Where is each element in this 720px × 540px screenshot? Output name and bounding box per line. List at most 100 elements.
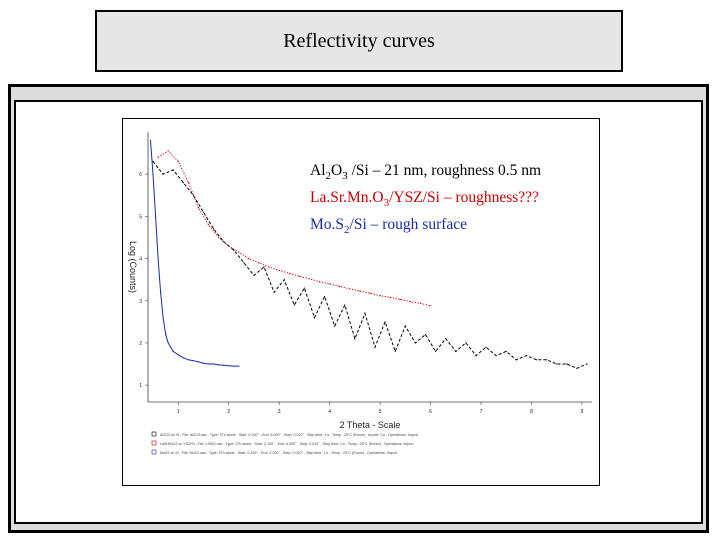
series-0-point xyxy=(384,321,386,323)
series-line-1 xyxy=(157,150,431,307)
series-1-point xyxy=(409,301,411,303)
series-0-point xyxy=(505,350,507,352)
series-2-point xyxy=(162,317,164,319)
legend-subscript: 3 xyxy=(383,197,390,210)
series-0-point xyxy=(455,350,457,352)
x-tick-label: 7 xyxy=(480,409,483,415)
slide-title-box: Reflectivity curves xyxy=(95,10,623,72)
series-0-point xyxy=(546,359,548,361)
footnote-marker xyxy=(151,431,157,437)
footnote-text: Al2O3 on Si - File: Al2O3.raw - Type: 2T… xyxy=(160,433,418,437)
series-2-point xyxy=(233,365,235,367)
series-0-point xyxy=(535,359,538,361)
series-1-point xyxy=(399,298,401,301)
series-0-point xyxy=(213,228,215,230)
series-0-point xyxy=(495,355,497,357)
series-0-point xyxy=(263,266,265,268)
legend-entry-al2o3: Al2O3 /Si – 21 nm, roughness 0.5 nm xyxy=(310,160,541,187)
series-0-point xyxy=(202,211,205,213)
series-0-point xyxy=(586,363,588,365)
series-0-point xyxy=(394,350,396,352)
series-1-point xyxy=(379,295,381,297)
series-0-point xyxy=(162,173,164,175)
series-0-point xyxy=(172,169,174,171)
series-0-point xyxy=(374,346,376,348)
legend-subscript: 2 xyxy=(325,170,332,183)
series-2-point xyxy=(149,139,152,141)
series-1-point xyxy=(389,296,391,298)
series-0-point xyxy=(273,291,275,293)
x-tick-label: 3 xyxy=(278,409,281,415)
legend-text: /YSZ/Si – roughness??? xyxy=(389,189,539,207)
legend-subscript: 3 xyxy=(342,170,348,183)
y-tick-label: 6 xyxy=(139,172,142,178)
series-0-point xyxy=(152,160,154,163)
slide-title: Reflectivity curves xyxy=(283,29,435,52)
series-2-point xyxy=(152,173,154,175)
series-2-point xyxy=(218,364,220,366)
legend-text: La.Sr.Mn.O xyxy=(310,189,384,207)
footnote-text: LaSrMnO3 on YSZ/Si - File: LSMO.raw - Ty… xyxy=(160,442,414,446)
series-0-point xyxy=(283,279,285,281)
series-2-point xyxy=(157,258,159,260)
series-0-point xyxy=(435,350,437,352)
x-axis-label: 2 Theta - Scale xyxy=(340,420,401,430)
series-2-point xyxy=(197,361,200,363)
series-1-point xyxy=(218,236,220,239)
legend-text: Al xyxy=(310,162,326,179)
legend-entry-mos2: Mo.S2/Si – rough surface xyxy=(310,214,541,241)
series-1-point xyxy=(238,251,240,253)
series-2-point xyxy=(223,364,225,366)
series-1-point xyxy=(258,262,260,264)
series-0-point xyxy=(243,262,245,264)
series-2-point xyxy=(160,291,162,293)
series-0-point xyxy=(414,342,416,344)
y-tick-label: 5 xyxy=(139,214,142,220)
x-tick-label: 4 xyxy=(328,409,331,415)
series-1-point xyxy=(369,292,371,294)
series-1-point xyxy=(429,305,432,307)
legend-text: /Si – rough surface xyxy=(349,216,468,234)
series-1-point xyxy=(228,245,230,247)
series-0-point xyxy=(576,367,578,369)
series-0-point xyxy=(445,338,447,340)
x-tick-label: 5 xyxy=(379,409,382,415)
series-0-point xyxy=(223,241,225,243)
series-0-point xyxy=(344,304,346,306)
series-0-point xyxy=(485,346,487,348)
series-2-point xyxy=(155,215,157,217)
series-1-point xyxy=(329,283,331,285)
series-0-point xyxy=(364,312,366,314)
series-2-point xyxy=(167,342,169,344)
series-1-point xyxy=(177,160,179,163)
series-2-point xyxy=(170,346,172,348)
legend-entry-lasrmno3: La.Sr.Mn.O3/YSZ/Si – roughness??? xyxy=(310,187,541,214)
y-tick-label: 1 xyxy=(139,383,142,389)
x-tick-label: 9 xyxy=(581,409,584,415)
series-0-point xyxy=(556,363,558,365)
series-0-point xyxy=(324,295,326,298)
series-0-point xyxy=(192,194,194,196)
series-0-point xyxy=(566,363,568,365)
x-tick-label: 6 xyxy=(429,409,432,415)
x-tick-label: 8 xyxy=(530,409,533,415)
series-1-point xyxy=(157,156,159,158)
legend: Al2O3 /Si – 21 nm, roughness 0.5 nm La.S… xyxy=(310,160,541,241)
series-2-point xyxy=(182,357,184,359)
series-1-point xyxy=(359,290,361,292)
legend-text: O xyxy=(331,162,343,179)
series-1-point xyxy=(268,266,270,268)
footnote-marker xyxy=(151,449,157,455)
series-0-point xyxy=(334,325,336,327)
series-0-point xyxy=(182,182,184,184)
footnote-marker xyxy=(151,440,157,446)
series-0-point xyxy=(404,325,406,327)
series-0-point xyxy=(303,287,305,289)
series-0-point xyxy=(475,355,477,357)
series-line-0 xyxy=(152,161,588,369)
series-0-point xyxy=(515,359,517,361)
series-2-point xyxy=(192,360,194,362)
y-tick-label: 4 xyxy=(139,257,142,263)
series-2-point xyxy=(177,354,179,356)
